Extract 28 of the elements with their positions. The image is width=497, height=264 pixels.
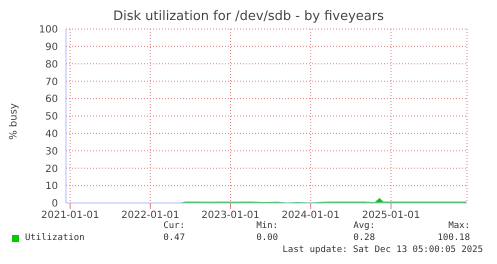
y-tick-label: 30 xyxy=(45,146,58,158)
y-tick-label: 10 xyxy=(45,181,58,192)
y-tick-label: 40 xyxy=(45,128,58,140)
x-tick-label: 2023-01-01 xyxy=(201,210,260,222)
text: 0.28 xyxy=(352,233,375,243)
x-tick-label: 2021-01-01 xyxy=(41,210,100,222)
y-tick-label: 70 xyxy=(45,76,58,88)
chart-title: Disk utilization for /dev/sdb - by fiveyears xyxy=(112,9,385,24)
y-tick-label: 100 xyxy=(38,24,58,36)
y-tick-label: 20 xyxy=(45,164,58,175)
legend-label: Utilization xyxy=(24,233,85,243)
text: 0.00 xyxy=(255,233,278,243)
text: Cur: xyxy=(162,221,185,231)
y-tick-label: 50 xyxy=(45,112,58,123)
y-tick-label: 0 xyxy=(52,198,58,210)
y-tick-label: 90 xyxy=(45,42,58,53)
x-tick-label: 2025-01-01 xyxy=(362,210,420,222)
x-tick-label: 2024-01-01 xyxy=(282,210,340,222)
text: Avg: xyxy=(352,221,375,231)
text: Min: xyxy=(255,221,278,231)
text: Last update: Sat Dec 13 05:00:05 2025 xyxy=(282,245,483,255)
y-axis-title: % busy xyxy=(8,102,20,142)
y-tick-label: 60 xyxy=(45,94,58,106)
x-tick-label: 2022-01-01 xyxy=(121,210,180,222)
text: 100.18 xyxy=(436,233,470,243)
text: Max: xyxy=(447,221,470,231)
y-tick-label: 80 xyxy=(45,59,58,70)
text: 0.47 xyxy=(162,233,185,243)
